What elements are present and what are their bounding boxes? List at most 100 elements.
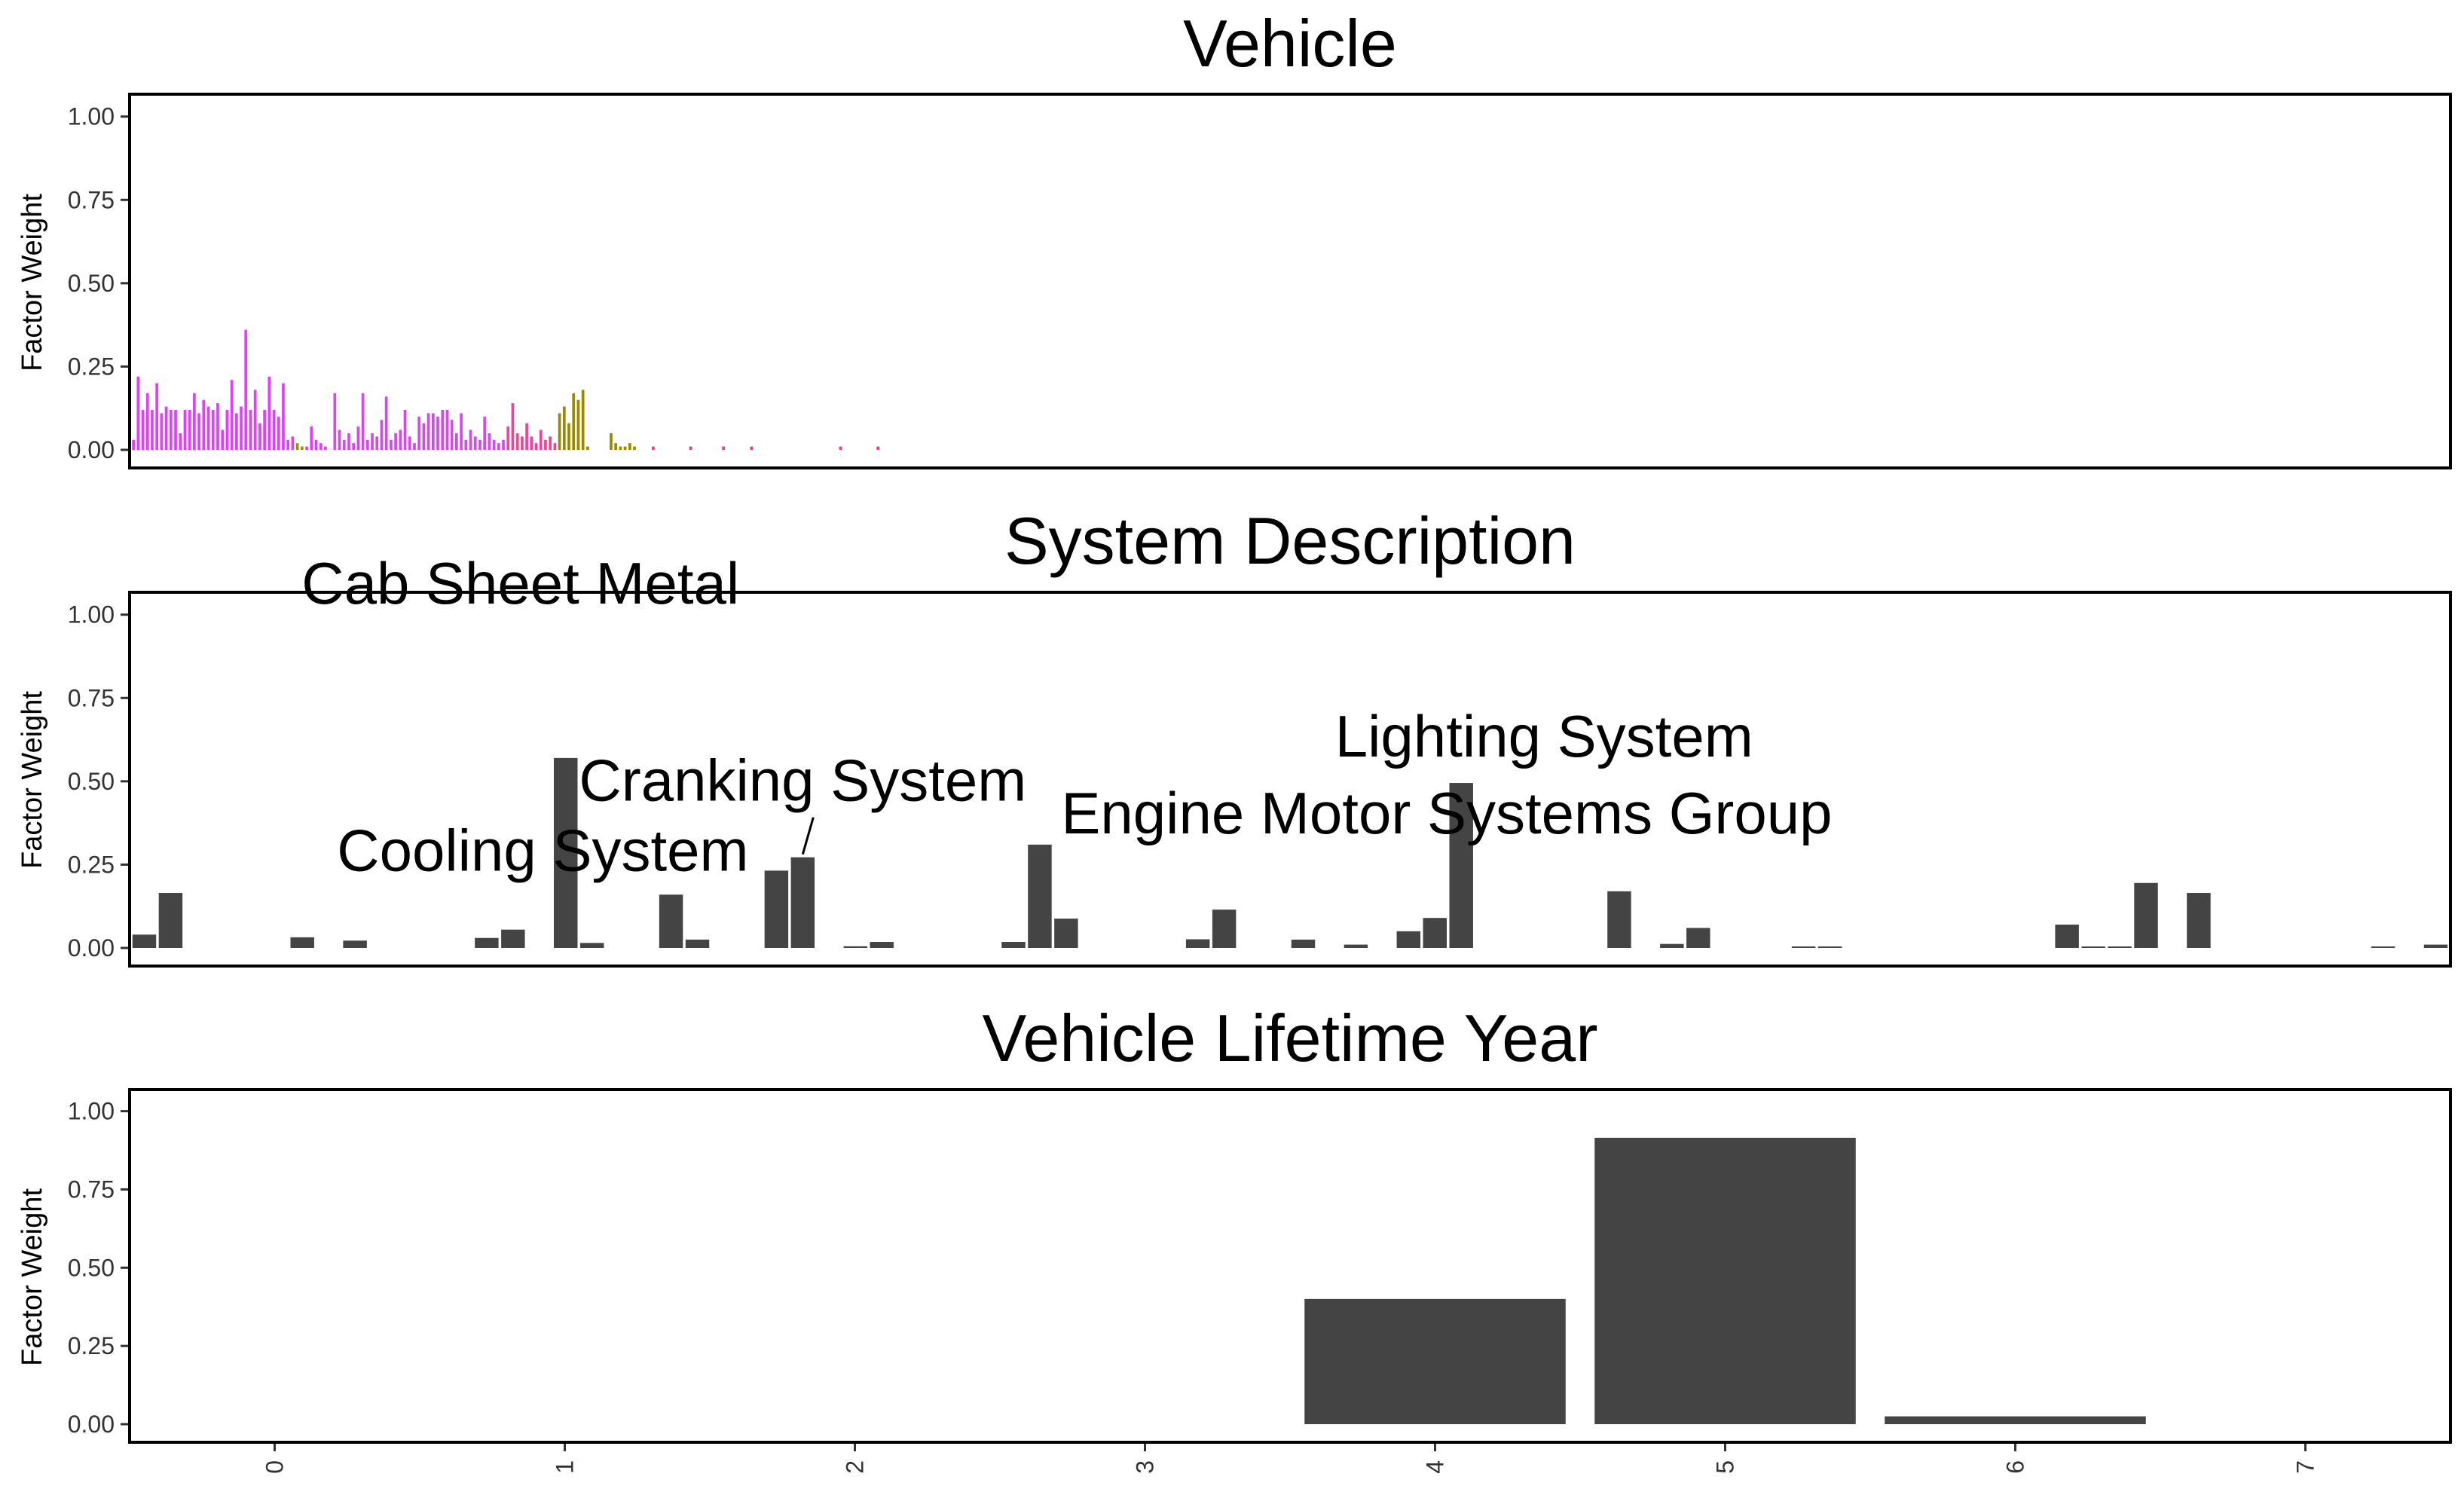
bar	[263, 409, 266, 450]
bar	[455, 433, 458, 450]
bar	[623, 446, 627, 450]
bar	[230, 380, 234, 450]
bar	[581, 390, 585, 450]
bar	[300, 446, 304, 450]
bar	[158, 893, 183, 948]
bar	[1396, 931, 1421, 948]
bar	[314, 439, 318, 450]
bar	[1594, 1137, 1856, 1424]
bar	[333, 393, 337, 450]
bar	[722, 446, 725, 450]
bar	[291, 436, 295, 450]
bars-vehicle-lifetime-year	[1304, 1137, 2146, 1424]
bar	[343, 940, 367, 948]
bar	[790, 857, 815, 948]
bar	[562, 406, 566, 450]
bar	[610, 433, 613, 450]
y-tick-label: 0.00	[68, 1411, 115, 1438]
annotation-leader-line	[801, 817, 815, 855]
bar	[441, 409, 445, 450]
bar	[267, 376, 271, 450]
bar	[384, 396, 388, 450]
bar	[399, 430, 402, 450]
bar	[469, 430, 472, 450]
y-tick-label: 0.75	[68, 684, 115, 711]
bar	[764, 870, 789, 948]
bar	[240, 406, 243, 450]
annotation-label: Cooling System	[337, 817, 748, 883]
y-tick-label: 1.00	[68, 1098, 115, 1125]
y-tick-label: 0.50	[68, 1254, 115, 1281]
bar	[1001, 942, 1026, 948]
bar	[685, 939, 710, 948]
bar	[2081, 946, 2105, 948]
bar	[426, 413, 430, 450]
bar	[483, 416, 487, 450]
bar	[1423, 918, 1447, 948]
bar	[160, 413, 164, 450]
bar	[572, 393, 576, 450]
bar	[295, 443, 299, 450]
bar	[188, 409, 191, 450]
bar	[436, 416, 439, 450]
bars-vehicle	[132, 329, 880, 450]
panel-frame-system-description	[128, 591, 2452, 968]
bar	[497, 443, 500, 450]
bar	[290, 937, 314, 948]
bar	[628, 443, 631, 450]
y-tick-label: 0.25	[68, 1332, 115, 1359]
bar	[506, 427, 510, 450]
bar	[206, 406, 210, 450]
bar	[473, 436, 477, 450]
bar	[870, 942, 894, 948]
panel-frame-vehicle	[128, 93, 2452, 469]
x-tick-label: 0	[261, 1460, 289, 1474]
bar	[502, 439, 505, 450]
bar	[197, 413, 200, 450]
bar	[380, 420, 384, 450]
bar	[530, 436, 533, 450]
bars-system-description	[132, 757, 2448, 948]
x-tick-label: 6	[2002, 1460, 2029, 1474]
x-tick-label: 3	[1132, 1460, 1159, 1474]
y-tick-label: 1.00	[68, 103, 115, 130]
bar	[258, 423, 261, 450]
y-axis-title-system-description: Factor Weight	[17, 691, 48, 869]
bar	[136, 376, 140, 450]
y-tick-label: 0.00	[68, 436, 115, 463]
bar	[277, 416, 280, 450]
bar	[253, 390, 257, 450]
panel-title-vehicle-lifetime-year: Vehicle Lifetime Year	[982, 1001, 1597, 1075]
bar	[365, 439, 369, 450]
bar	[225, 409, 229, 450]
bar	[633, 446, 636, 450]
bar	[445, 409, 449, 450]
annotation-label: Cab Sheet Metal	[301, 550, 739, 616]
bar	[2423, 944, 2448, 948]
bar	[614, 443, 618, 450]
y-tick-label: 0.50	[68, 768, 115, 795]
bar	[1817, 946, 1842, 948]
bar	[417, 416, 421, 450]
bar	[390, 439, 393, 450]
bar	[1028, 844, 1052, 948]
bar	[356, 427, 360, 450]
bar	[2187, 893, 2211, 948]
bar	[1291, 939, 1316, 948]
bar	[460, 413, 463, 450]
bar	[619, 446, 622, 450]
bar	[403, 409, 407, 450]
annotation-label: Engine Motor Systems Group	[1061, 780, 1832, 846]
bar	[413, 443, 416, 450]
bar	[1212, 910, 1237, 948]
bar	[553, 443, 557, 450]
bar	[249, 409, 252, 450]
vehicle-panel: Vehicle Factor Weight 0.00 0.25 0.50 0.75 1.…	[17, 6, 2452, 469]
annotation-label: Cranking System	[579, 748, 1026, 814]
bar	[155, 383, 159, 450]
bar	[501, 929, 525, 948]
bar	[132, 439, 135, 450]
